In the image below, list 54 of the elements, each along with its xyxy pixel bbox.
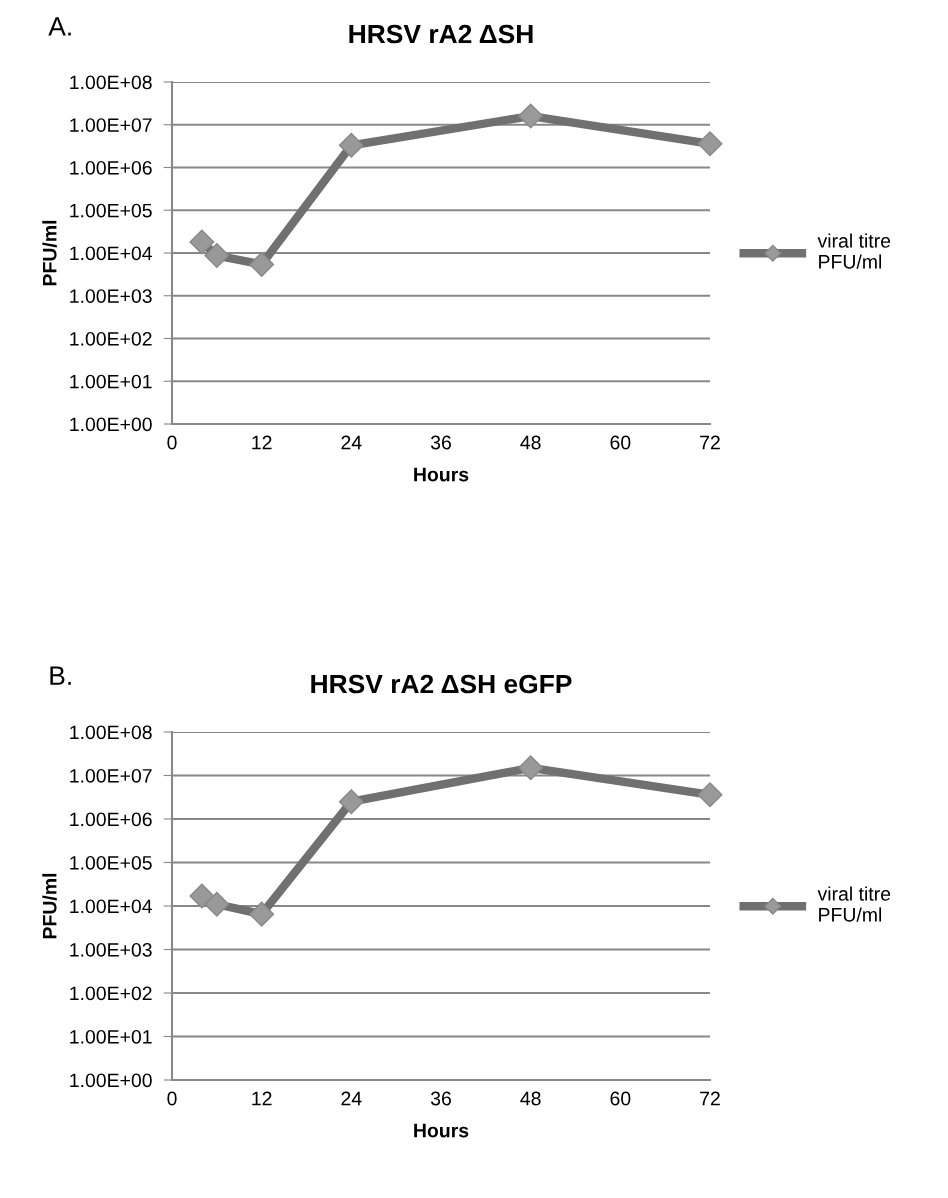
x-tick-label: 60: [610, 1091, 631, 1106]
text: A.: [48, 17, 71, 36]
point: [204, 891, 230, 917]
chart-title: HRSV rA2 ΔSH eGFP: [311, 674, 572, 694]
x-tick-label: 12: [252, 435, 272, 450]
y-tick-label: 1.00E+02: [70, 331, 152, 346]
y-tick-label: 1.00E+01: [70, 374, 152, 389]
x-tick-label: 24: [341, 435, 362, 450]
point: [518, 755, 544, 781]
y-tick-label: 1.00E+05: [70, 203, 152, 218]
x-tick-label: 72: [700, 435, 720, 450]
y-tick-label: 1.00E+04: [70, 246, 152, 261]
x-tick-label: 72: [700, 1091, 720, 1106]
y-tick-label: 1.00E+08: [70, 725, 152, 740]
y-tick-label: 1.00E+03: [70, 289, 152, 303]
y-tick-label: 1.00E+03: [70, 942, 152, 957]
y-tick-label: 1.00E+00: [70, 417, 152, 432]
x-tick-label: 12: [252, 1091, 272, 1106]
x-tick-label: 36: [430, 435, 451, 450]
y-tick-label: 1.00E+04: [70, 899, 152, 914]
y-tick-label: 1.00E+02: [70, 986, 152, 1001]
point: [249, 251, 275, 277]
x-tick-label: 48: [520, 1091, 541, 1106]
x-tick-label: 60: [610, 435, 631, 450]
y-tick-label: 1.00E+05: [70, 855, 152, 870]
point: [697, 782, 723, 808]
x-tick-label: 0: [167, 1091, 177, 1106]
y-axis-title: PFU/ml: [42, 873, 57, 939]
y-tick-label: 1.00E+06: [70, 812, 152, 827]
point: [189, 883, 215, 909]
point: [338, 789, 364, 815]
text: B.: [50, 666, 71, 685]
y-tick-label: 1.00E+07: [70, 118, 152, 132]
y-tick-label: 1.00E+01: [70, 1029, 152, 1044]
x-tick-label: 0: [167, 435, 177, 450]
y-axis-title: PFU/ml: [42, 220, 57, 286]
point: [338, 132, 364, 158]
point: [204, 243, 230, 269]
x-axis-title: Hours: [414, 1123, 469, 1138]
point: [697, 131, 723, 157]
y-tick-label: 1.00E+00: [70, 1073, 152, 1088]
x-tick-label: 48: [520, 435, 541, 450]
y-tick-label: 1.00E+06: [70, 160, 152, 175]
chart-title: HRSV rA2 ΔSH: [349, 24, 533, 44]
legend-label: viral titre PFU/ml: [817, 886, 891, 922]
legend-label: viral titre PFU/ml: [817, 233, 891, 269]
point: [249, 901, 275, 927]
y-tick-label: 1.00E+07: [70, 768, 152, 783]
point: [189, 229, 215, 255]
x-tick-label: 24: [341, 1091, 362, 1106]
point: [518, 103, 544, 129]
y-tick-label: 1.00E+08: [70, 75, 152, 90]
x-tick-label: 36: [430, 1091, 451, 1106]
x-axis-title: Hours: [414, 467, 469, 482]
